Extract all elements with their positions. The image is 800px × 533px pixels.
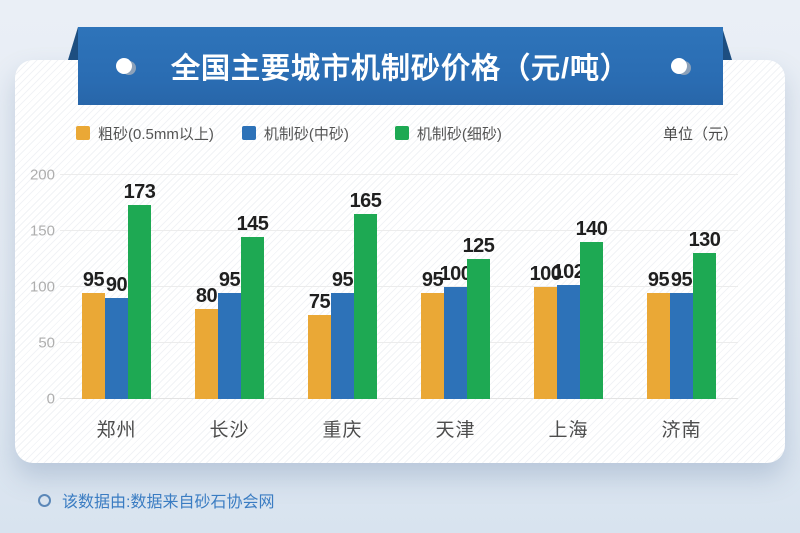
data-source-text[interactable]: 该数据由:数据来自砂石协会网 xyxy=(62,494,275,511)
bar: 95 xyxy=(670,270,693,399)
legend-swatch-orange xyxy=(76,126,90,140)
unit-label: 单位（元） xyxy=(662,125,738,143)
bar-value-label: 80 xyxy=(195,285,218,308)
bar: 140 xyxy=(576,219,608,399)
bar-value-label: 102 xyxy=(552,260,585,283)
legend-swatch-green xyxy=(394,126,409,140)
bar: 165 xyxy=(350,191,382,399)
bars-row: 75 95 165 xyxy=(286,175,399,399)
bar: 80 xyxy=(195,286,218,399)
y-tick-label: 100 xyxy=(29,278,55,296)
legend-label: 粗砂(0.5mm以上) xyxy=(98,125,214,143)
bar: 100 xyxy=(530,264,562,399)
bar: 130 xyxy=(689,230,721,399)
legend-label: 机制砂(细砂) xyxy=(416,125,502,143)
x-category-label: 上海 xyxy=(548,420,589,441)
x-category-label: 郑州 xyxy=(96,420,137,441)
chart-card: 粗砂(0.5mm以上) 机制砂(中砂) 机制砂(细砂) 单位（元） 0 50 100… xyxy=(15,60,785,463)
bar-value-label: 165 xyxy=(349,190,382,213)
bars-row: 100 102 140 xyxy=(512,175,625,399)
bar: 95 xyxy=(647,270,670,399)
bar-value-label: 100 xyxy=(529,263,562,285)
ribbon-fold-right xyxy=(722,27,732,60)
y-axis: 0 50 100 150 200 xyxy=(15,168,55,407)
bar-group-5: 100 102 140 上海 xyxy=(512,175,625,441)
gridline xyxy=(60,174,738,175)
bar-value-label: 95 xyxy=(218,268,241,291)
bar: 173 xyxy=(124,182,156,399)
bar-group-6: 95 95 130 济南 xyxy=(625,175,738,441)
bar: 125 xyxy=(463,236,495,399)
bar-value-label: 140 xyxy=(575,218,608,241)
y-tick-label: 50 xyxy=(38,334,55,352)
bar: 95 xyxy=(421,270,444,399)
plot-area xyxy=(60,174,738,399)
bars-row: 95 95 130 xyxy=(625,175,738,399)
bar: 95 xyxy=(218,270,241,399)
gridline xyxy=(60,286,738,287)
bar: 90 xyxy=(105,275,128,399)
bars-row: 95 90 173 xyxy=(60,175,173,399)
bar-value-label: 173 xyxy=(123,181,156,204)
bar: 145 xyxy=(237,214,269,399)
bar: 95 xyxy=(331,270,354,399)
y-tick-label: 0 xyxy=(46,390,55,408)
circle-bullet-icon xyxy=(38,493,51,507)
gridline xyxy=(60,342,738,343)
gridline xyxy=(60,398,738,399)
title-banner: 全国主要城市机制砂价格（元/吨） xyxy=(78,27,723,105)
bars-row: 95 100 125 xyxy=(399,175,512,399)
x-category-label: 济南 xyxy=(661,420,702,441)
legend-swatch-blue xyxy=(241,126,256,140)
legend: 粗砂(0.5mm以上) 机制砂(中砂) 机制砂(细砂) 单位（元） xyxy=(76,123,738,144)
legend-item-coarse-sand[interactable]: 粗砂(0.5mm以上) xyxy=(76,123,214,144)
bar-group-2: 80 95 145 长沙 xyxy=(173,175,286,441)
bar-value-label: 125 xyxy=(462,235,495,257)
bar-value-label: 95 xyxy=(421,268,444,291)
bar: 95 xyxy=(82,270,105,399)
bars-row: 80 95 145 xyxy=(173,175,286,399)
bar-value-label: 95 xyxy=(82,268,105,291)
ribbon-fold-left xyxy=(68,27,78,60)
legend-label: 机制砂(中砂) xyxy=(263,125,349,143)
bar-value-label: 145 xyxy=(236,212,269,235)
bar-value-label: 75 xyxy=(308,291,331,313)
bar: 75 xyxy=(308,292,331,399)
bar: 102 xyxy=(553,262,585,399)
bar-group-4: 95 100 125 天津 xyxy=(399,175,512,441)
x-category-label: 重庆 xyxy=(322,420,363,441)
bar-value-label: 95 xyxy=(647,268,670,291)
bar-group-3: 75 95 165 重庆 xyxy=(286,175,399,441)
x-category-label: 长沙 xyxy=(209,420,250,441)
y-tick-label: 200 xyxy=(29,166,55,184)
bar-value-label: 100 xyxy=(439,263,472,285)
y-tick-label: 150 xyxy=(29,222,55,240)
ribbon-dot-icon xyxy=(671,58,687,74)
legend-item-fine-sand[interactable]: 机制砂(细砂) xyxy=(394,123,502,144)
bar-value-label: 130 xyxy=(688,229,721,252)
page-title: 全国主要城市机制砂价格（元/吨） xyxy=(170,53,631,85)
bar-value-label: 95 xyxy=(670,268,693,291)
legend-item-medium-sand[interactable]: 机制砂(中砂) xyxy=(241,123,349,144)
bar: 100 xyxy=(440,264,472,399)
bar-value-label: 95 xyxy=(331,268,354,291)
bar-groups: 95 90 173 郑州 80 95 145 长沙 75 95 165 重庆 95 100 125 天津 100… xyxy=(60,175,738,441)
data-source-note: 该数据由:数据来自砂石协会网 xyxy=(38,488,274,512)
ribbon-dot-icon xyxy=(116,58,132,74)
bar-group-1: 95 90 173 郑州 xyxy=(60,175,173,441)
gridline xyxy=(60,230,738,231)
bar-value-label: 90 xyxy=(105,274,128,297)
x-category-label: 天津 xyxy=(435,420,476,441)
